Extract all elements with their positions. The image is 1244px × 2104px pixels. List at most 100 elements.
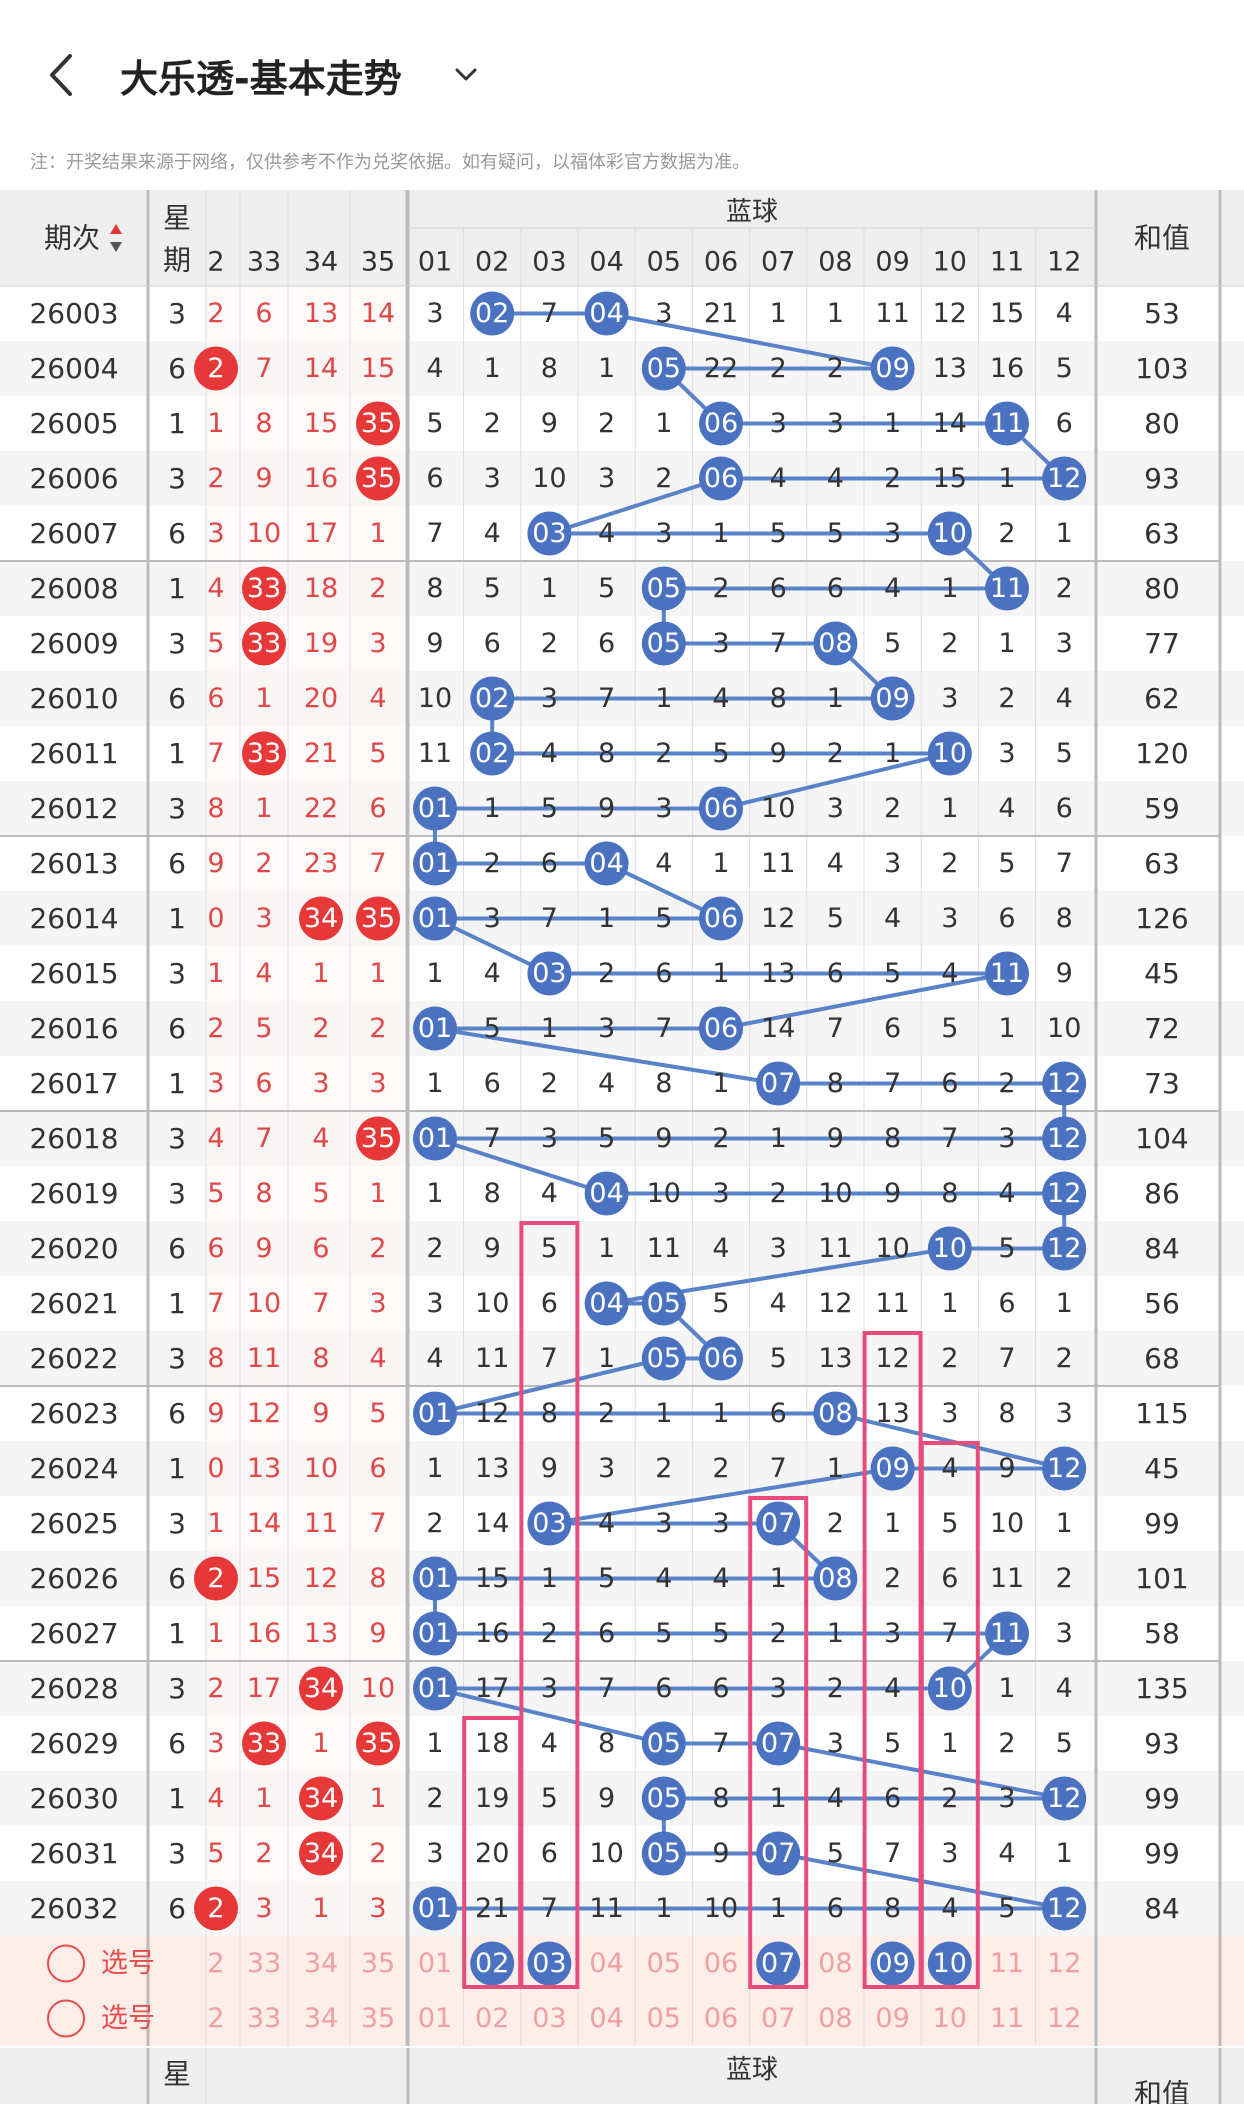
blue-miss-number: 1 [484,353,501,384]
header-bg [0,190,1244,286]
select-radio[interactable] [47,1999,85,2038]
blue-miss-number: 5 [541,793,558,824]
week-day: 1 [168,572,186,605]
front-miss-number: 7 [207,1288,224,1319]
blue-miss-number: 3 [941,903,958,934]
select-label[interactable]: 选号 [101,1948,155,1979]
select-blue-number[interactable]: 07 [761,2003,795,2034]
blue-miss-number: 1 [1056,1508,1073,1539]
blue-miss-number: 12 [475,1398,509,1429]
blue-miss-number: 3 [541,1123,558,1154]
select-blue-number[interactable]: 10 [933,2003,967,2034]
select-blue-number[interactable]: 12 [1047,2003,1081,2034]
select-blue-number[interactable]: 04 [589,1948,623,1979]
table-row: 26024 1 45 0 13 10 6 1 13 9 3 2 2 7 1 09 4 9 12 [29,1446,1180,1491]
select-blue-number[interactable]: 06 [704,2003,738,2034]
front-hit-number: 2 [207,1893,224,1924]
select-radio[interactable] [47,1944,85,1983]
front-miss-number: 7 [255,353,272,384]
blue-miss-number: 6 [941,1068,958,1099]
select-blue-number[interactable]: 05 [647,1948,681,1979]
issue-number: 26004 [29,352,118,385]
front-miss-number: 2 [207,463,224,494]
select-front-number[interactable]: 34 [304,1948,338,1979]
select-blue-number[interactable]: 08 [818,2003,852,2034]
blue-hit-ball [1042,1116,1087,1161]
select-front-number[interactable]: 2 [207,1948,224,1979]
blue-hit-number: 01 [418,1123,452,1154]
select-front-number[interactable]: 33 [247,2003,281,2034]
select-blue-number[interactable]: 03 [532,2003,566,2034]
select-blue-number[interactable]: 01 [418,1948,452,1979]
front-hit-number: 33 [247,573,281,604]
select-front-number[interactable]: 33 [247,1948,281,1979]
blue-hit-number: 03 [532,518,566,549]
chevron-down-icon[interactable] [452,60,480,88]
selected-blue-ball[interactable] [470,1941,515,1986]
blue-miss-number: 7 [827,1013,844,1044]
blue-miss-number: 2 [770,353,787,384]
select-blue-number[interactable]: 02 [475,2003,509,2034]
select-blue-number[interactable]: 01 [418,2003,452,2034]
blue-miss-number: 8 [598,738,615,769]
table-row: 26029 6 933 33 1 35 1 18 4 8 05 7 07 3 5 1 2 5 [29,1721,1180,1766]
selected-blue-ball[interactable] [756,1941,801,1986]
sort-icon[interactable] [110,224,122,252]
back-arrow-icon[interactable] [40,50,80,100]
blue-miss-number: 8 [655,1068,672,1099]
front-miss-number: 8 [207,1343,224,1374]
select-blue-number[interactable]: 08 [818,1948,852,1979]
selected-blue-number[interactable]: 07 [761,1948,795,1979]
selected-blue-number[interactable]: 10 [933,1948,967,1979]
blue-miss-number: 15 [933,463,967,494]
front-miss-number: 1 [369,518,386,549]
sort-down-arrow[interactable] [110,242,122,252]
front-miss-number: 17 [304,518,338,549]
week-day: 1 [168,1782,186,1815]
front-miss-number: 5 [369,738,386,769]
select-blue-number[interactable]: 11 [990,2003,1024,2034]
front-miss-number: 3 [207,1728,224,1759]
select-front-number[interactable]: 35 [361,2003,395,2034]
blue-hit-number: 06 [704,408,738,439]
front-hit-number: 35 [361,1728,395,1759]
select-front-number[interactable]: 35 [361,1948,395,1979]
sort-up-arrow[interactable] [110,224,122,234]
selected-blue-ball[interactable] [527,1941,572,1986]
front-miss-number: 15 [361,353,395,384]
blue-miss-number: 1 [426,958,443,989]
select-blue-number[interactable]: 05 [647,2003,681,2034]
selected-blue-ball[interactable] [870,1941,915,1986]
blue-miss-number: 11 [818,1233,852,1264]
selected-blue-ball[interactable] [927,1941,972,1986]
select-front-number[interactable]: 34 [304,2003,338,2034]
select-label[interactable]: 选号 [101,2003,155,2034]
front-miss-number: 9 [207,1398,224,1429]
blue-miss-number: 4 [1056,683,1073,714]
select-blue-number[interactable]: 12 [1047,1948,1081,1979]
blue-miss-number: 3 [998,1123,1015,1154]
select-blue-number[interactable]: 11 [990,1948,1024,1979]
blue-hit-ball [584,1281,629,1326]
select-front-number[interactable]: 2 [207,2003,224,2034]
blue-miss-number: 7 [598,683,615,714]
blue-col-header: 11 [990,247,1024,278]
select-blue-number[interactable]: 04 [589,2003,623,2034]
sum-value: 120 [1135,737,1188,770]
blue-miss-number: 6 [598,628,615,659]
selected-blue-number[interactable]: 02 [475,1948,509,1979]
issue-number: 26007 [29,517,118,550]
table-row: 26007 6 633 10 17 1 7 4 03 4 3 1 5 5 3 10 2 1 [29,511,1180,556]
front-miss-number: 2 [255,848,272,879]
select-blue-number[interactable]: 06 [704,1948,738,1979]
select-blue-number[interactable]: 09 [875,2003,909,2034]
blue-hit-ball [413,1006,457,1051]
selected-blue-number[interactable]: 03 [532,1948,566,1979]
selected-blue-number[interactable]: 09 [875,1948,909,1979]
blue-hit-ball [699,786,743,831]
week-day: 1 [168,1617,186,1650]
blue-miss-number: 2 [541,628,558,659]
blue-miss-number: 2 [941,1783,958,1814]
blue-miss-number: 17 [475,1673,509,1704]
blue-hit-ball [527,511,572,556]
